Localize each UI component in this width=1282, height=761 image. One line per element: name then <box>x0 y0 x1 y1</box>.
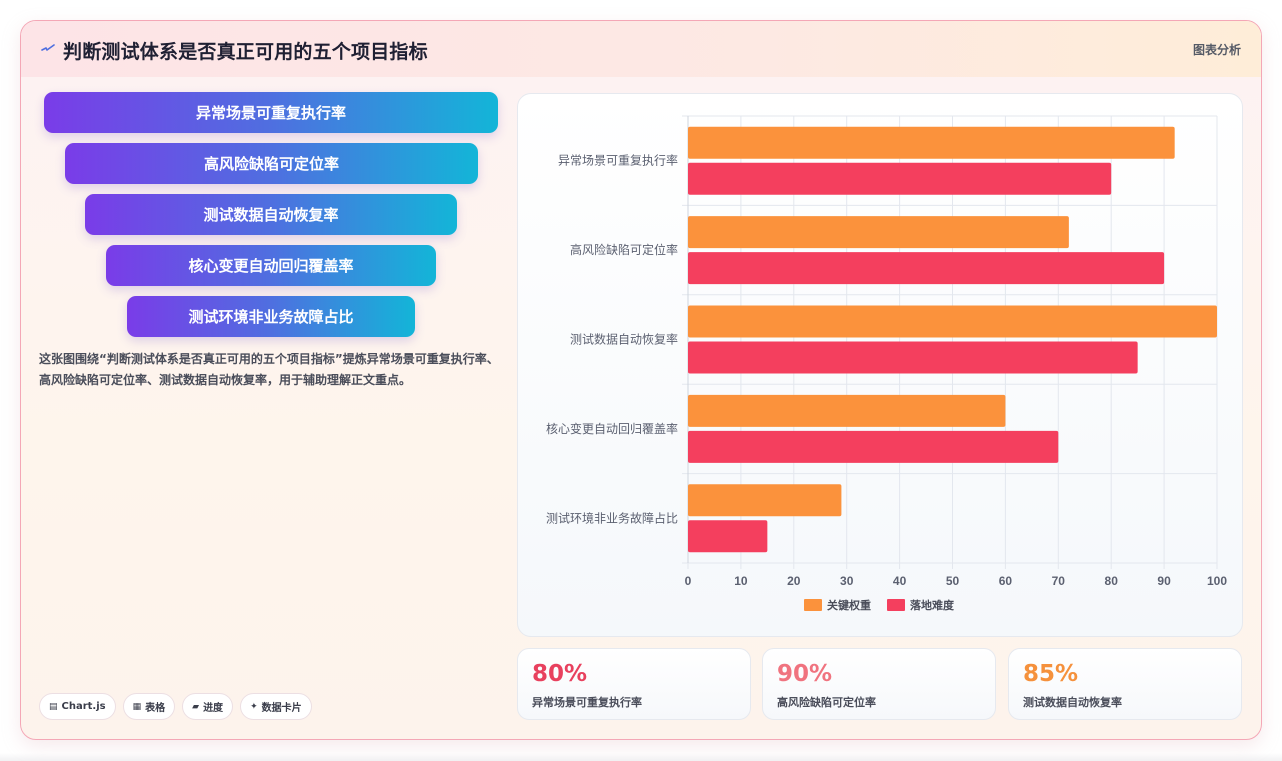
bar-key-weight <box>688 126 1175 159</box>
bar-difficulty <box>688 520 768 553</box>
stat-card-3: 85% 测试数据自动恢复率 <box>1008 648 1242 720</box>
bar-difficulty <box>688 430 1059 463</box>
legend-swatch <box>887 599 905 611</box>
bar-key-weight <box>688 305 1217 338</box>
chip-label: Chart.js <box>61 701 106 712</box>
stat-label: 高风险缺陷可定位率 <box>777 696 876 709</box>
x-tick-label: 50 <box>946 574 960 588</box>
x-tick-label: 80 <box>1105 574 1119 588</box>
x-tick-label: 30 <box>840 574 854 588</box>
bar-chart: 0 10 20 30 40 50 60 70 80 90 100 异常场景可重复执行率高风险缺陷可定位… <box>546 115 1227 612</box>
stat-value: 80% <box>532 661 588 687</box>
category-label: 异常场景可重复执行率 <box>558 153 678 168</box>
bar-key-weight <box>688 394 1006 427</box>
chip-data-card[interactable]: ✦ 数据卡片 <box>240 693 312 720</box>
progress-icon: ▰ <box>192 701 200 712</box>
chip-label: 表格 <box>145 703 166 714</box>
funnel-step-1: 异常场景可重复执行率 <box>44 92 498 133</box>
page-bottom-shadow <box>0 753 1282 761</box>
chip-chartjs[interactable]: ▤ Chart.js <box>39 693 116 720</box>
funnel-step-4: 核心变更自动回归覆盖率 <box>106 245 436 286</box>
page-title: 判断测试体系是否真正可用的五个项目指标 <box>63 41 428 63</box>
bar-key-weight <box>688 216 1069 249</box>
legend-label: 落地难度 <box>910 598 955 612</box>
x-tick-label: 60 <box>999 574 1013 588</box>
table-icon: ▦ <box>132 701 142 712</box>
stat-card-1: 80% 异常场景可重复执行率 <box>517 648 751 720</box>
chart-card: 判断测试体系是否真正可用的五个项目指标 图表分析 异常场景可重复执行率 高风险缺… <box>20 20 1262 740</box>
chip-label: 数据卡片 <box>261 703 302 714</box>
x-tick-label: 100 <box>1207 574 1227 588</box>
bar-difficulty <box>688 252 1165 285</box>
chart-icon: ▤ <box>49 701 58 712</box>
chip-progress[interactable]: ▰ 进度 <box>182 693 234 720</box>
spark-icon <box>41 44 55 51</box>
bar-key-weight <box>688 484 842 517</box>
feature-chips: ▤ Chart.js ▦ 表格 ▰ 进度 ✦ 数据卡片 <box>39 693 312 720</box>
card-header: 判断测试体系是否真正可用的五个项目指标 图表分析 <box>21 21 1261 77</box>
stat-value: 90% <box>777 661 833 687</box>
funnel-step-5: 测试环境非业务故障占比 <box>127 296 415 337</box>
chart-analysis-tag: 图表分析 <box>1192 43 1241 57</box>
stat-label: 异常场景可重复执行率 <box>532 696 642 709</box>
x-tick-label: 0 <box>685 574 692 588</box>
category-label: 测试数据自动恢复率 <box>570 332 678 347</box>
x-tick-label: 40 <box>893 574 907 588</box>
chip-table[interactable]: ▦ 表格 <box>122 693 176 720</box>
category-label: 测试环境非业务故障占比 <box>546 510 678 525</box>
stat-label: 测试数据自动恢复率 <box>1023 696 1122 709</box>
bar-difficulty <box>688 341 1138 374</box>
category-label: 核心变更自动回归覆盖率 <box>546 421 678 436</box>
legend-label: 关键权重 <box>827 598 871 612</box>
bar-chart-panel: 0 10 20 30 40 50 60 70 80 90 100 异常场景可重复执行率高风险缺陷可定位… <box>517 93 1243 637</box>
chip-label: 进度 <box>203 703 224 714</box>
funnel-step-3: 测试数据自动恢复率 <box>85 194 457 235</box>
stat-card-2: 90% 高风险缺陷可定位率 <box>762 648 996 720</box>
bar-difficulty <box>688 162 1112 195</box>
legend-swatch <box>804 599 822 611</box>
chart-description: 这张图围绕“判断测试体系是否真正可用的五个项目指标”提炼异常场景可重复执行率、高… <box>39 352 499 387</box>
category-label: 高风险缺陷可定位率 <box>570 242 678 257</box>
stat-value: 85% <box>1023 661 1079 687</box>
x-tick-label: 10 <box>734 574 748 588</box>
x-tick-label: 90 <box>1157 574 1171 588</box>
x-tick-label: 70 <box>1052 574 1066 588</box>
x-tick-label: 20 <box>787 574 801 588</box>
funnel-step-2: 高风险缺陷可定位率 <box>65 143 478 184</box>
data-card-icon: ✦ <box>250 701 258 712</box>
